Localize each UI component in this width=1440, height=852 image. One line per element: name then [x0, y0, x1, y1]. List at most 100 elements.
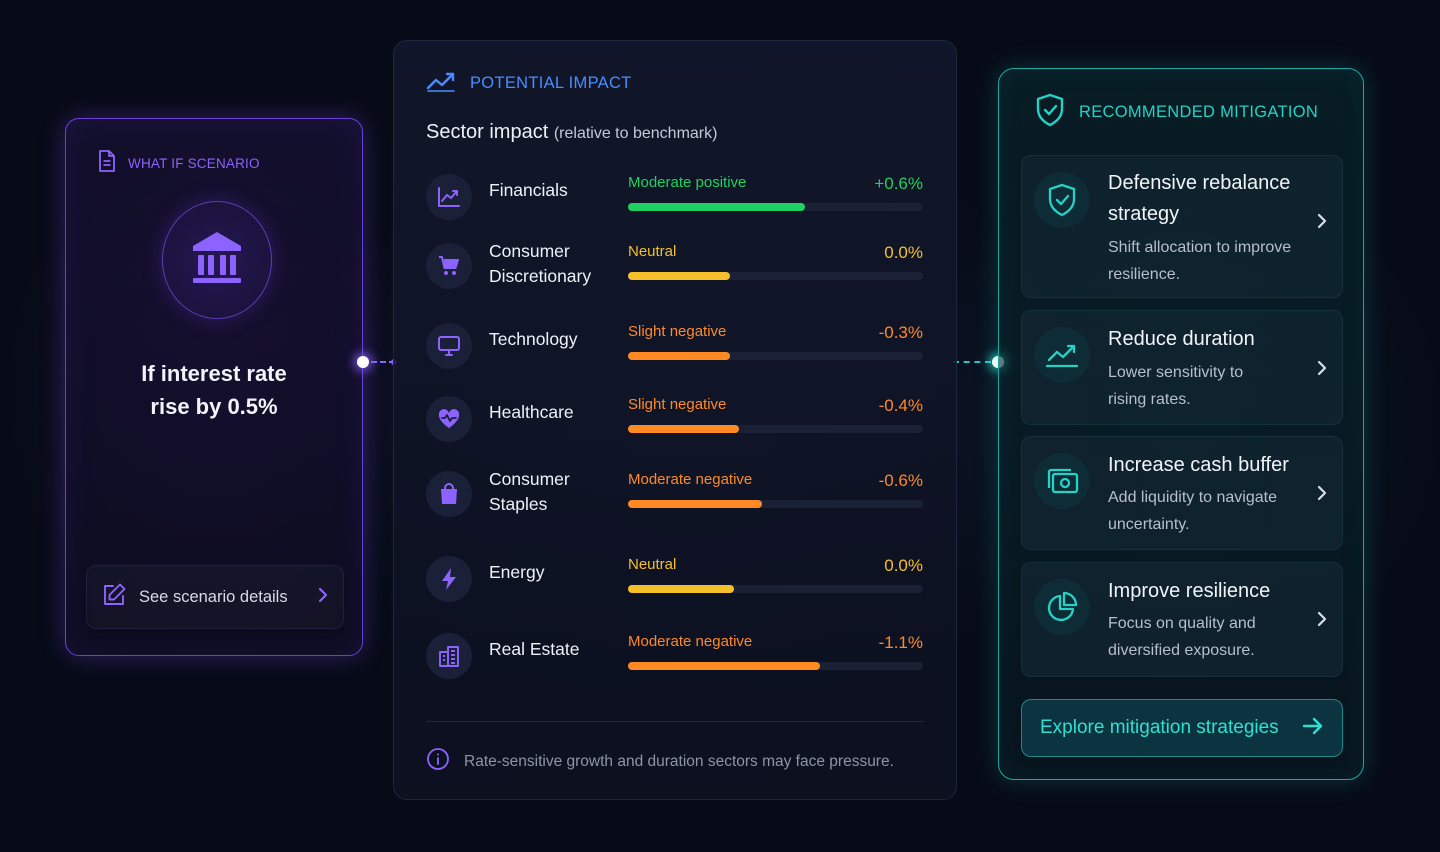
sector-name-line1: Consumer [489, 241, 570, 261]
sector-status: Moderate negative [628, 471, 753, 488]
document-icon [96, 149, 118, 178]
sector-row: Energy Neutral 0.0% [426, 556, 926, 616]
sector-name: Consumer Discretionary [489, 239, 591, 289]
sector-value: -0.3% [878, 323, 923, 342]
scenario-card: WHAT IF SCENARIO If interest rate rise b… [65, 118, 363, 656]
impact-bar-fill [628, 500, 763, 508]
scenario-title-line1: If interest rate [141, 361, 287, 386]
mitigation-item[interactable]: Defensive rebalance strategy Shift allocat… [1021, 155, 1343, 298]
mitigation-title: Defensive rebalance strategy [1108, 168, 1308, 230]
mitigation-desc: Add liquidity to navigate uncertainty. [1108, 484, 1308, 538]
mitigation-item[interactable]: Reduce duration Lower sensitivity to risin… [1021, 310, 1343, 425]
impact-header: POTENTIAL IMPACT [426, 69, 632, 98]
impact-note: Rate-sensitive growth and duration secto… [426, 747, 894, 776]
sector-status: Neutral [628, 556, 677, 573]
edit-icon [101, 582, 127, 613]
mitigation-title-line1: Increase cash buffer [1108, 454, 1289, 476]
sector-name: Healthcare [489, 400, 574, 425]
sector-name-line1: Real Estate [489, 639, 580, 659]
sector-impact-label: Sector impact [426, 121, 549, 143]
chevron-right-icon [1316, 610, 1328, 633]
sector-name-line2: Discretionary [489, 266, 592, 286]
mitigation-desc: Lower sensitivity to rising rates. [1108, 359, 1308, 413]
pie-chart-icon [1034, 579, 1090, 635]
sector-value: -0.6% [878, 471, 923, 490]
arrow-right-icon [1302, 716, 1324, 741]
chevron-right-icon [1316, 484, 1328, 507]
sector-row: Technology Slight negative -0.3% [426, 323, 926, 383]
impact-bar-track [628, 662, 923, 670]
sector-status: Slight negative [628, 396, 727, 413]
impact-divider [426, 721, 924, 722]
lightning-icon [426, 556, 472, 602]
sector-row: Healthcare Slight negative -0.4% [426, 396, 926, 456]
explore-mitigation-button[interactable]: Explore mitigation strategies [1021, 699, 1343, 757]
cash-icon [1034, 453, 1090, 509]
sector-name-line1: Healthcare [489, 402, 574, 422]
shield-check-icon [1034, 172, 1090, 228]
mitigation-title: Improve resilience [1108, 576, 1308, 607]
impact-bar-track [628, 585, 923, 593]
impact-header-label: POTENTIAL IMPACT [470, 74, 632, 92]
sector-status: Moderate negative [628, 633, 753, 650]
mitigation-desc-line1: Shift allocation to improve [1108, 239, 1292, 256]
mitigation-title-line1: Defensive rebalance [1108, 172, 1291, 194]
explore-mitigation-label: Explore mitigation strategies [1040, 717, 1279, 738]
mitigation-desc: Shift allocation to improve resilience. [1108, 234, 1308, 288]
impact-note-text: Rate-sensitive growth and duration secto… [464, 752, 894, 770]
chevron-right-icon [1316, 212, 1328, 235]
impact-bar-track [628, 272, 923, 280]
impact-bar-fill [628, 585, 735, 593]
monitor-icon [426, 323, 472, 369]
scenario-header: WHAT IF SCENARIO [96, 149, 260, 178]
see-scenario-details-label: See scenario details [139, 587, 288, 606]
sector-impact-paren: (relative to benchmark) [553, 125, 718, 142]
sector-row: Real Estate Moderate negative -1.1% [426, 633, 926, 693]
sector-name-line1: Consumer [489, 469, 570, 489]
connector-line-right [953, 361, 991, 363]
sector-row: Consumer Discretionary Neutral 0.0% [426, 241, 926, 303]
mitigation-desc-line1: Lower sensitivity to [1108, 364, 1244, 381]
scenario-title-line2: rise by 0.5% [150, 394, 278, 419]
impact-bar-track [628, 425, 923, 433]
recommended-mitigation-card: RECOMMENDED MITIGATION Defensive rebalan… [998, 68, 1364, 780]
mitigation-desc-line2: rising rates. [1108, 391, 1191, 408]
impact-bar-track [628, 500, 923, 508]
sector-name: Consumer Staples [489, 467, 570, 517]
mitigation-item[interactable]: Increase cash buffer Add liquidity to nav… [1021, 436, 1343, 550]
sector-value: -1.1% [878, 633, 923, 652]
sector-value: 0.0% [884, 556, 923, 575]
sector-status: Slight negative [628, 323, 727, 340]
buildings-icon [426, 633, 472, 679]
sector-name: Energy [489, 560, 544, 585]
chart-up-icon [1034, 327, 1090, 383]
sector-impact-title: Sector impact (relative to benchmark) [426, 121, 717, 144]
mitigation-header-label: RECOMMENDED MITIGATION [1079, 103, 1319, 121]
potential-impact-card: POTENTIAL IMPACT Sector impact (relative… [393, 40, 957, 800]
bank-icon-circle [162, 201, 272, 319]
mitigation-desc-line1: Focus on quality and [1108, 615, 1256, 632]
mitigation-title-line2: strategy [1108, 203, 1180, 225]
mitigation-desc: Focus on quality and diversified exposure… [1108, 610, 1308, 664]
sector-name-line1: Energy [489, 562, 545, 582]
impact-bar-track [628, 352, 923, 360]
sector-status: Neutral [628, 243, 677, 260]
mitigation-item[interactable]: Improve resilience Focus on quality and di… [1021, 562, 1343, 677]
see-scenario-details-button[interactable]: See scenario details [86, 565, 344, 629]
impact-bar-track [628, 203, 923, 211]
impact-bar-fill [628, 662, 820, 670]
mitigation-header: RECOMMENDED MITIGATION [1035, 93, 1318, 132]
trend-up-icon [426, 174, 472, 220]
sector-name-line1: Technology [489, 329, 578, 349]
mitigation-desc-line1: Add liquidity to navigate [1108, 489, 1277, 506]
sector-status: Moderate positive [628, 174, 747, 191]
mitigation-title-line1: Reduce duration [1108, 328, 1255, 350]
sector-value: -0.4% [878, 396, 923, 415]
impact-bar-fill [628, 425, 739, 433]
connector-line-left [371, 361, 395, 363]
info-icon [426, 747, 450, 776]
shield-check-header-icon [1035, 93, 1065, 132]
connector-dot-left [357, 356, 369, 368]
impact-bar-fill [628, 203, 805, 211]
cart-icon [426, 243, 472, 289]
